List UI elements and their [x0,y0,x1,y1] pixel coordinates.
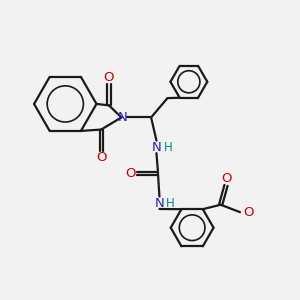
Text: N: N [118,111,128,124]
Text: N: N [152,141,161,154]
Text: N: N [154,196,164,209]
Text: O: O [243,206,254,219]
Text: O: O [96,151,106,164]
Text: H: H [164,141,172,154]
Text: O: O [125,167,135,180]
Text: O: O [221,172,232,185]
Text: O: O [104,71,114,84]
Text: H: H [167,196,175,209]
